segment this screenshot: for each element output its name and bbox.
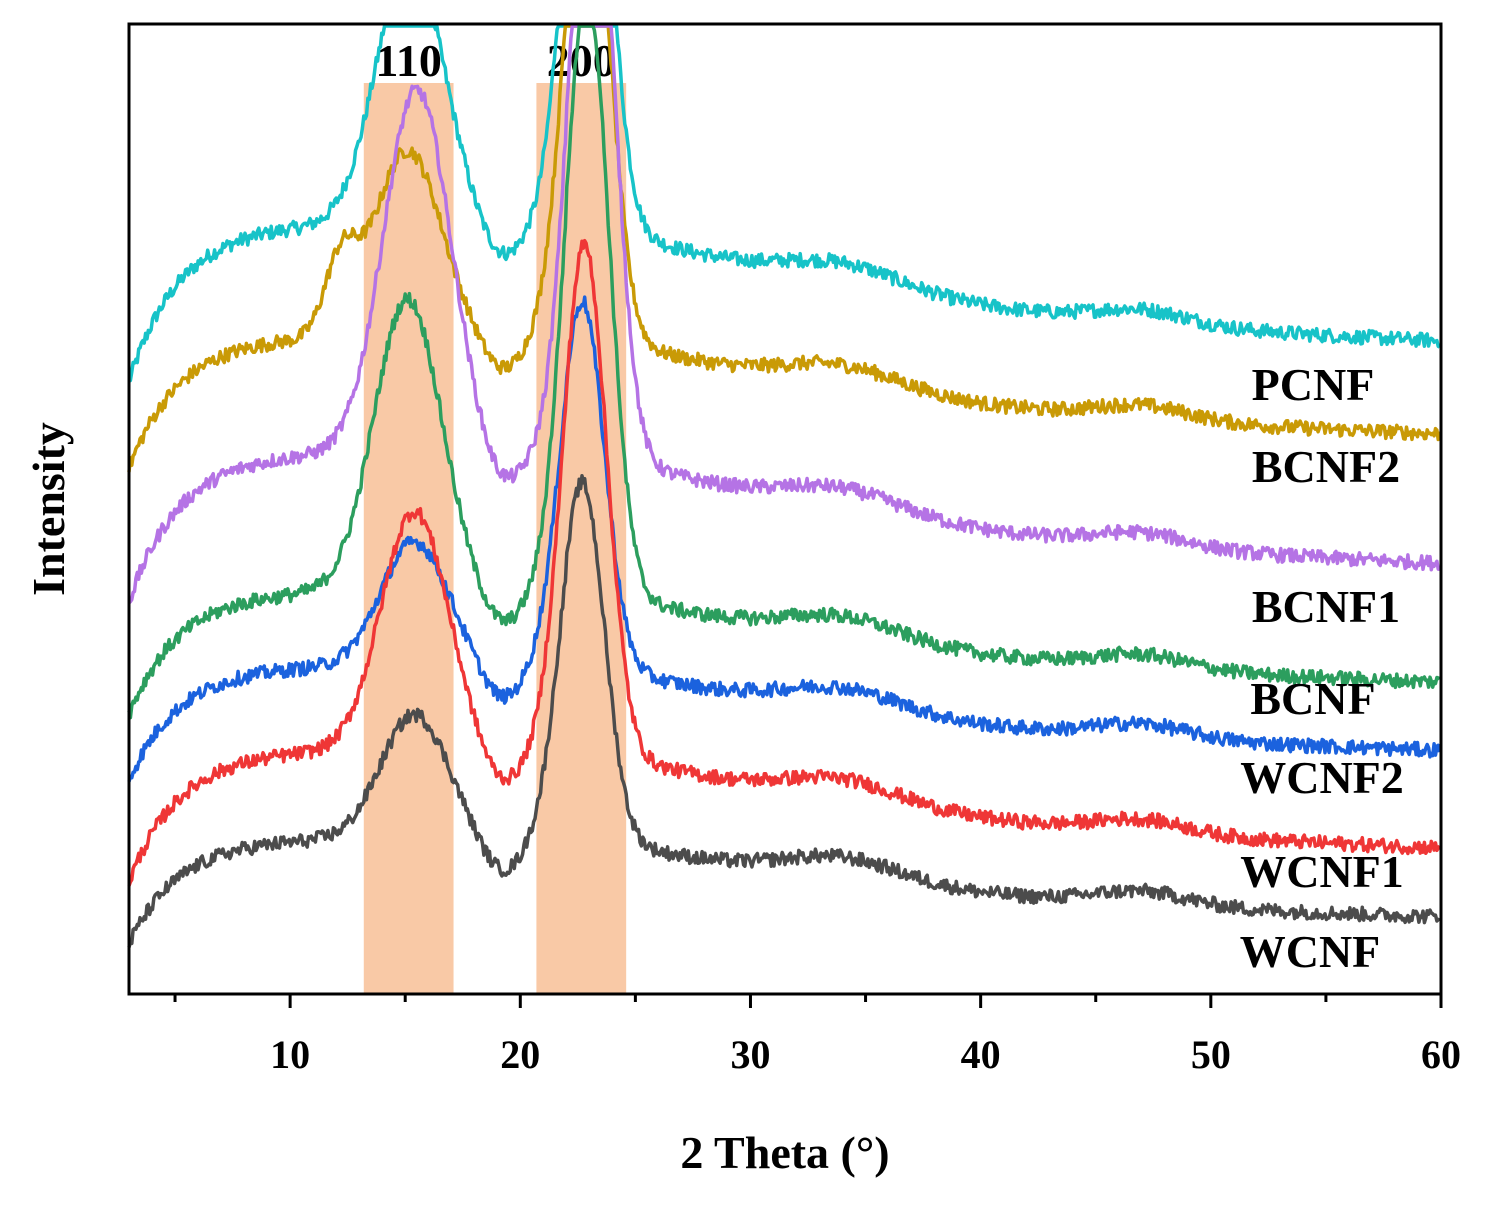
- x-tick-label-30: 30: [730, 1032, 770, 1077]
- x-axis-label: 2 Theta (°): [680, 1127, 889, 1178]
- series-line-bcnf: [127, 24, 1441, 720]
- series-line-pcnf: [128, 24, 1441, 383]
- series-line-bcnf1: [127, 24, 1440, 605]
- plot-frame: [127, 22, 1443, 996]
- series-label-wcnf1: WCNF1: [1240, 846, 1404, 897]
- series-label-pcnf: PCNF: [1252, 359, 1375, 410]
- series-curves: [127, 24, 1442, 948]
- series-line-wcnf: [127, 473, 1441, 948]
- series-line-bcnf2: [127, 24, 1442, 473]
- x-axis-ticks: 10 20 30 40 50 60: [173, 994, 1461, 1077]
- series-label-bcnf2: BCNF2: [1252, 441, 1400, 492]
- series-line-wcnf2: [127, 295, 1442, 783]
- series-label-wcnf: WCNF: [1240, 926, 1381, 977]
- x-tick-label-10: 10: [270, 1032, 310, 1077]
- highlight-bands: 110 200: [363, 35, 627, 994]
- series-line-wcnf1: [127, 238, 1442, 887]
- x-tick-label-60: 60: [1421, 1032, 1461, 1077]
- x-tick-label-50: 50: [1191, 1032, 1231, 1077]
- band-label-110: 110: [375, 35, 441, 86]
- y-axis-label: Intensity: [23, 422, 74, 596]
- series-label-bcnf: BCNF: [1250, 673, 1375, 724]
- series-labels: PCNF BCNF2 BCNF1 BCNF WCNF2 WCNF1 WCNF: [1240, 359, 1404, 977]
- x-tick-label-20: 20: [500, 1032, 540, 1077]
- series-label-wcnf2: WCNF2: [1240, 752, 1404, 803]
- series-label-bcnf1: BCNF1: [1252, 581, 1400, 632]
- x-tick-label-40: 40: [961, 1032, 1001, 1077]
- band-label-200: 200: [547, 35, 616, 86]
